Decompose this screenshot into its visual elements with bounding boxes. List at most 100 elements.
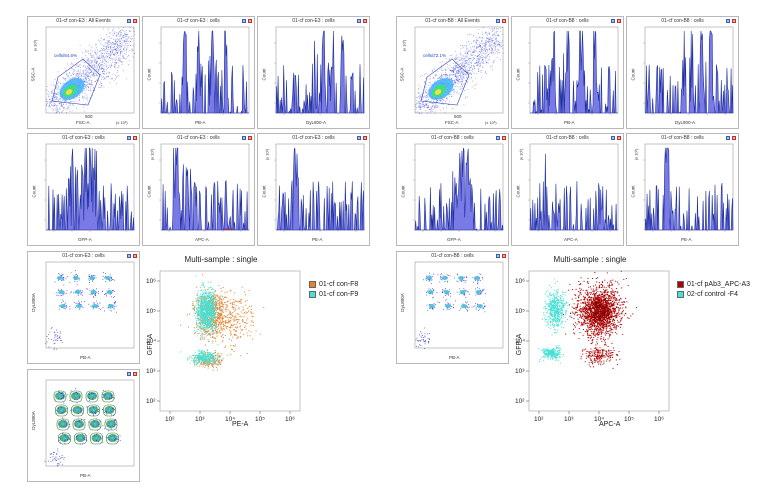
event-dot <box>199 317 201 319</box>
panel-left-fsc-ssc[interactable]: 01-cf con-E3 : All Events cells/84.6% FS… <box>27 16 140 129</box>
event-dot <box>199 314 201 316</box>
panel-options-icon[interactable] <box>127 136 131 140</box>
multi-sample-left[interactable]: Multi-sample : single 10² 10³ 10⁴ 10⁵ 10⁶ 10²… <box>142 251 370 483</box>
event-dot <box>108 42 110 43</box>
event-dot <box>201 283 203 285</box>
event-dot <box>94 74 95 76</box>
panel-close-icon[interactable] <box>248 136 252 140</box>
event-dot <box>80 294 82 296</box>
event-dot <box>214 305 216 307</box>
event-dot <box>66 290 68 292</box>
event-dot <box>120 51 121 52</box>
panel-close-icon[interactable] <box>363 136 367 140</box>
event-dot <box>221 299 223 300</box>
event-dot <box>195 356 197 358</box>
event-dot <box>107 307 109 309</box>
event-dot <box>83 75 85 77</box>
event-dot <box>88 62 90 64</box>
event-dot <box>65 80 66 81</box>
panel-close-icon[interactable] <box>133 19 137 23</box>
panel-left-pe-hist[interactable]: 01-cf con-E3 : cells PE-A Count (x 10³) <box>257 133 370 246</box>
panel-close-icon[interactable] <box>248 19 252 23</box>
event-dot <box>102 394 104 395</box>
panel-options-icon[interactable] <box>127 254 131 258</box>
event-dot <box>101 53 103 54</box>
event-dot <box>221 314 223 316</box>
event-dot <box>208 361 210 363</box>
event-dot <box>216 326 218 328</box>
event-dot <box>98 64 100 66</box>
event-dot <box>105 399 107 400</box>
event-dot <box>212 354 213 356</box>
panel-options-icon[interactable] <box>242 19 246 23</box>
event-dot <box>95 73 97 74</box>
event-dot <box>133 34 135 36</box>
event-dot <box>246 300 248 302</box>
event-dot <box>197 356 199 358</box>
panel-close-icon[interactable] <box>133 136 137 140</box>
panel-left-gated-scatter[interactable]: PB-A DyL800A <box>27 369 140 482</box>
panel-left-gfp-hist[interactable]: 01-cf con-E3 : cells GFP-A Count <box>27 133 140 246</box>
event-dot <box>207 349 208 351</box>
panel-left-pb-dyl-scatter[interactable]: 01-cf con-E3 : cells PB-A DyL800A <box>27 251 140 364</box>
event-dot <box>101 68 103 70</box>
panel-close-icon[interactable] <box>363 19 367 23</box>
panel-left-dyl800-hist[interactable]: 01-cf con-E3 : cells DyL800-A Count <box>257 16 370 129</box>
panel-options-icon[interactable] <box>496 19 500 23</box>
event-dot <box>201 274 203 276</box>
event-dot <box>196 314 198 316</box>
panel-options-icon[interactable] <box>242 136 246 140</box>
event-dot <box>198 308 200 310</box>
event-dot <box>111 293 113 294</box>
event-dot <box>62 77 64 78</box>
event-dot <box>109 392 111 394</box>
event-dot <box>114 303 115 305</box>
event-dot <box>451 79 453 81</box>
panel-options-icon[interactable] <box>127 372 131 376</box>
event-dot <box>419 105 420 107</box>
panel-left-pb-hist[interactable]: 01-cf con-E3 : cells PB-A Count <box>142 16 255 129</box>
event-dot <box>457 67 459 68</box>
event-dot <box>120 51 121 53</box>
event-dot <box>198 359 200 361</box>
event-dot <box>209 312 211 314</box>
panel-close-icon[interactable] <box>133 254 137 258</box>
event-dot <box>122 29 123 31</box>
event-dot <box>63 402 65 404</box>
event-dot <box>225 322 227 323</box>
event-dot <box>465 56 467 58</box>
event-dot <box>85 66 87 67</box>
event-dot <box>195 300 197 302</box>
event-dot <box>116 83 117 85</box>
event-dot <box>209 312 211 314</box>
panel-options-icon[interactable] <box>357 19 361 23</box>
event-dot <box>64 421 65 423</box>
event-dot <box>224 308 226 310</box>
event-dot <box>485 70 486 72</box>
event-dot <box>126 48 127 50</box>
event-dot <box>497 52 499 53</box>
event-dot <box>119 38 121 40</box>
panel-options-icon[interactable] <box>127 19 131 23</box>
event-dot <box>206 303 208 305</box>
event-dot <box>82 71 84 73</box>
event-dot <box>101 64 103 65</box>
event-dot <box>92 75 93 76</box>
panel-options-icon[interactable] <box>357 136 361 140</box>
event-dot <box>210 325 212 327</box>
event-dot <box>56 108 58 110</box>
panel-close-icon[interactable] <box>502 19 506 23</box>
event-dot <box>219 308 221 310</box>
event-dot <box>68 103 70 105</box>
event-dot <box>78 77 79 78</box>
panel-right-fsc-ssc[interactable]: 01-cf con-B8 : All Events cells/72.1% FS… <box>396 16 509 129</box>
event-dot <box>227 326 229 327</box>
population-cluster <box>61 423 65 425</box>
event-dot <box>215 321 217 323</box>
event-dot <box>222 328 224 329</box>
panel-left-apc-hist[interactable]: 01-cf con-E3 : cells APC-A Count (x 10³) <box>142 133 255 246</box>
population-cluster <box>93 305 97 307</box>
event-dot <box>106 437 108 438</box>
event-dot <box>104 428 105 430</box>
panel-close-icon[interactable] <box>133 372 137 376</box>
